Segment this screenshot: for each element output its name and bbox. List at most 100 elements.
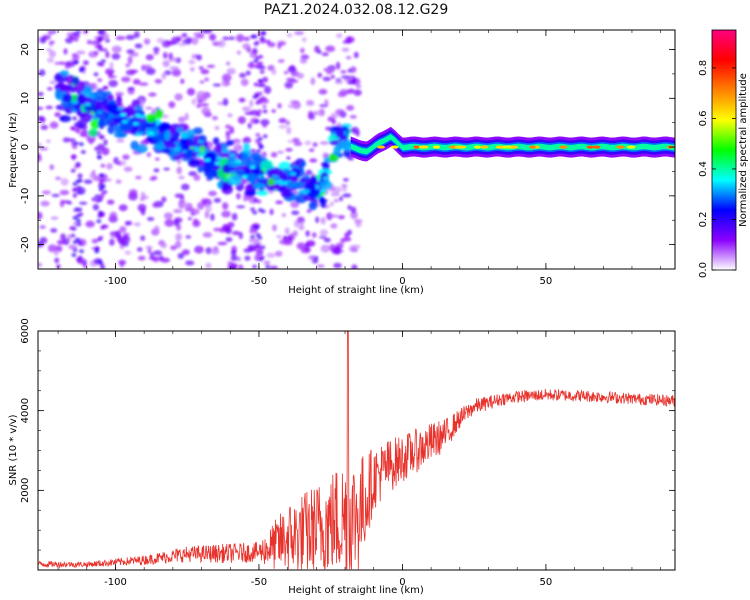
spectrogram-noise [244,255,251,261]
y-tick-label: 4000 [20,398,31,423]
spectrogram-ridge-blob [192,127,203,135]
spectrogram-noise [122,154,130,160]
spectrogram-streak [79,132,85,137]
spectrogram-streak [75,129,81,134]
spectrogram-noise [316,264,325,268]
spectrogram-ridge-blob [299,161,307,167]
spectrogram-noise [77,173,83,179]
spectrogram-streak [97,237,103,242]
spectrogram-ridge-blob [59,70,70,77]
spectrogram-ridge-blob [62,93,73,103]
spectrogram-noise [115,91,124,97]
spectrogram-streak [255,132,261,137]
spectrogram-noise [225,132,231,141]
spectrogram-noise [130,69,139,74]
spectrogram-noise [169,66,179,71]
spectrogram-noise [177,252,185,260]
spectrogram-streak [257,141,263,146]
x-tick-label: -50 [251,577,267,588]
spectrogram-noise [149,252,155,258]
spectrogram-noise [196,54,203,61]
spectrogram-ridge-blob [221,181,230,192]
spectrogram-noise [275,250,283,257]
snr-y-ticks: 2000 4000 6000 [20,318,675,571]
spectrogram-x-ticks: -100 -50 0 50 [57,30,661,287]
spectrogram-noise [46,57,54,63]
spectrogram-streak [73,59,79,64]
spectrogram-noise [319,229,329,237]
spectrogram-ridge-blob [186,129,195,136]
spectrogram-streak [72,240,78,245]
spectrogram-ridge-blob [333,145,341,156]
spectrogram-ridge-blob [164,130,171,141]
spectrogram-noise [305,230,310,237]
spectrogram-noise [313,110,322,116]
spectrogram-noise [60,178,69,186]
spectrogram-noise [139,197,145,202]
spectrogram-streak [76,222,82,227]
spectrogram-noise [349,114,357,119]
spectrogram-noise [289,64,295,71]
spectrogram-ridge-blob [241,153,249,162]
spectrogram-noise [200,198,211,202]
spectrogram-noise [271,109,276,113]
spectrogram-noise [185,235,192,239]
spectrogram-noise [162,51,168,59]
spectrogram-noise [38,154,42,162]
spectrogram-noise [353,89,362,96]
spectrogram-noise [161,196,167,203]
spectrogram-streak [76,185,82,190]
spectrogram-noise [242,136,252,144]
spectrogram-noise [230,266,237,269]
spectrogram-noise [185,37,193,42]
spectrogram-noise [49,80,57,85]
spectrogram-noise [232,230,241,236]
spectrogram-noise [299,222,304,229]
spectrogram-core [278,181,285,186]
spectrogram-noise [187,217,192,221]
spectrogram-noise [210,213,215,221]
spectrogram-noise [235,34,245,42]
spectrogram-noise [323,237,331,243]
spectrogram-noise [124,235,131,244]
spectrogram-noise [222,202,229,210]
spectrogram-noise [171,36,180,45]
spectrogram-noise [145,106,153,110]
spectrogram-noise [114,230,122,238]
spectrogram-noise [54,112,61,118]
spectrogram-noise [186,88,196,96]
spectrogram-noise [39,236,48,244]
x-tick-label: -100 [104,577,127,588]
spectrogram-noise [347,204,352,210]
spectrogram-noise [111,53,121,60]
spectrogram-streak [73,141,79,146]
y-tick-label: 20 [20,43,31,56]
spectrogram-noise [286,156,291,161]
spectrogram-noise [237,116,246,124]
spectrogram-streak [260,65,266,70]
spectrogram-noise [125,34,136,40]
spectrogram-noise [201,107,211,116]
spectrogram-noise [271,68,277,75]
spectrogram-noise [350,126,360,134]
spectrogram-noise [330,214,339,218]
spectrogram-noise [346,105,355,111]
spectrogram-noise [191,37,199,45]
spectrogram-streak [77,207,83,212]
spectrogram-streak [70,233,76,238]
x-tick-label: 50 [540,276,553,287]
spectrogram-noise [168,101,176,109]
spectrogram-streak [76,190,82,195]
spectrogram-noise [85,220,95,228]
spectrogram-core [319,189,326,193]
spectrogram-core [273,175,280,180]
spectrogram-noise [134,43,143,49]
spectrogram-noise [48,50,56,58]
spectrogram-noise [38,211,43,220]
spectrogram-noise [185,260,195,266]
spectrogram-streak [74,164,80,169]
spectrogram-noise [204,77,209,82]
spectrogram-noise [38,147,49,151]
spectrogram-noise [109,211,118,220]
